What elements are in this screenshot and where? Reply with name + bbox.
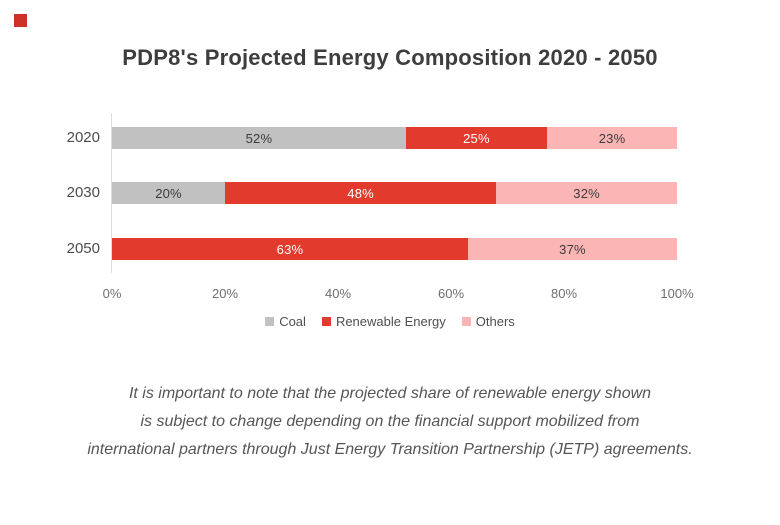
segment-renewable-energy: 25% [405, 127, 548, 149]
legend-swatch-icon [321, 317, 331, 326]
segment-value-label: 25% [463, 130, 490, 146]
segment-value-label: 52% [245, 130, 273, 146]
legend-item-renewable-energy: Renewable Energy [321, 314, 446, 329]
segment-value-label: 32% [573, 185, 600, 201]
brand-mark-icon [14, 14, 27, 27]
bar-segments: 63% 37% [112, 238, 677, 260]
category-label: 2050 [66, 240, 100, 257]
bar-segments: 20% 48% 32% [112, 182, 677, 204]
legend-item-coal: Coal [265, 314, 306, 329]
segment-value-label: 48% [347, 185, 374, 201]
bar-row-2020: 2020 52% 25% 23% [0, 127, 780, 149]
footnote: It is important to note that the project… [0, 380, 780, 464]
category-label: 2030 [66, 184, 100, 201]
chart-legend: Coal Renewable Energy Others [0, 314, 780, 329]
x-axis-tick-label: 100% [660, 286, 694, 301]
legend-label: Others [475, 314, 515, 329]
segment-coal: 20% [112, 182, 225, 204]
chart-title: PDP8's Projected Energy Composition 2020… [122, 45, 658, 70]
legend-label: Coal [279, 314, 306, 329]
segment-coal: 52% [112, 127, 406, 149]
segment-value-label: 37% [559, 241, 586, 257]
footnote-line-1: It is important to note that the project… [128, 385, 652, 402]
category-label: 2020 [66, 129, 100, 146]
x-axis-tick-label: 20% [211, 286, 239, 301]
segment-value-label: 63% [276, 241, 304, 257]
x-axis-tick-label: 80% [550, 286, 578, 301]
legend-label: Renewable Energy [335, 314, 446, 329]
bar-row-2050: 2050 63% 37% [0, 238, 780, 260]
x-axis-tick-label: 40% [324, 286, 352, 301]
segment-others: 32% [496, 182, 677, 204]
bar-segments: 52% 25% 23% [112, 127, 677, 149]
segment-others: 23% [547, 127, 677, 149]
x-axis-tick-label: 60% [437, 286, 465, 301]
y-axis-line [111, 113, 112, 273]
segment-renewable-energy: 48% [225, 182, 497, 204]
footnote-line-3: international partners through Just Ener… [87, 441, 693, 458]
segment-value-label: 20% [155, 185, 182, 201]
bar-row-2030: 2030 20% 48% 32% [0, 182, 780, 204]
legend-swatch-icon [265, 317, 275, 326]
legend-item-others: Others [461, 314, 515, 329]
segment-value-label: 23% [598, 130, 626, 146]
segment-renewable-energy: 63% [112, 238, 468, 260]
footnote-line-2: is subject to change depending on the fi… [140, 413, 640, 430]
legend-swatch-icon [461, 317, 471, 326]
segment-others: 37% [467, 238, 677, 260]
x-axis-tick-label: 0% [102, 286, 122, 301]
